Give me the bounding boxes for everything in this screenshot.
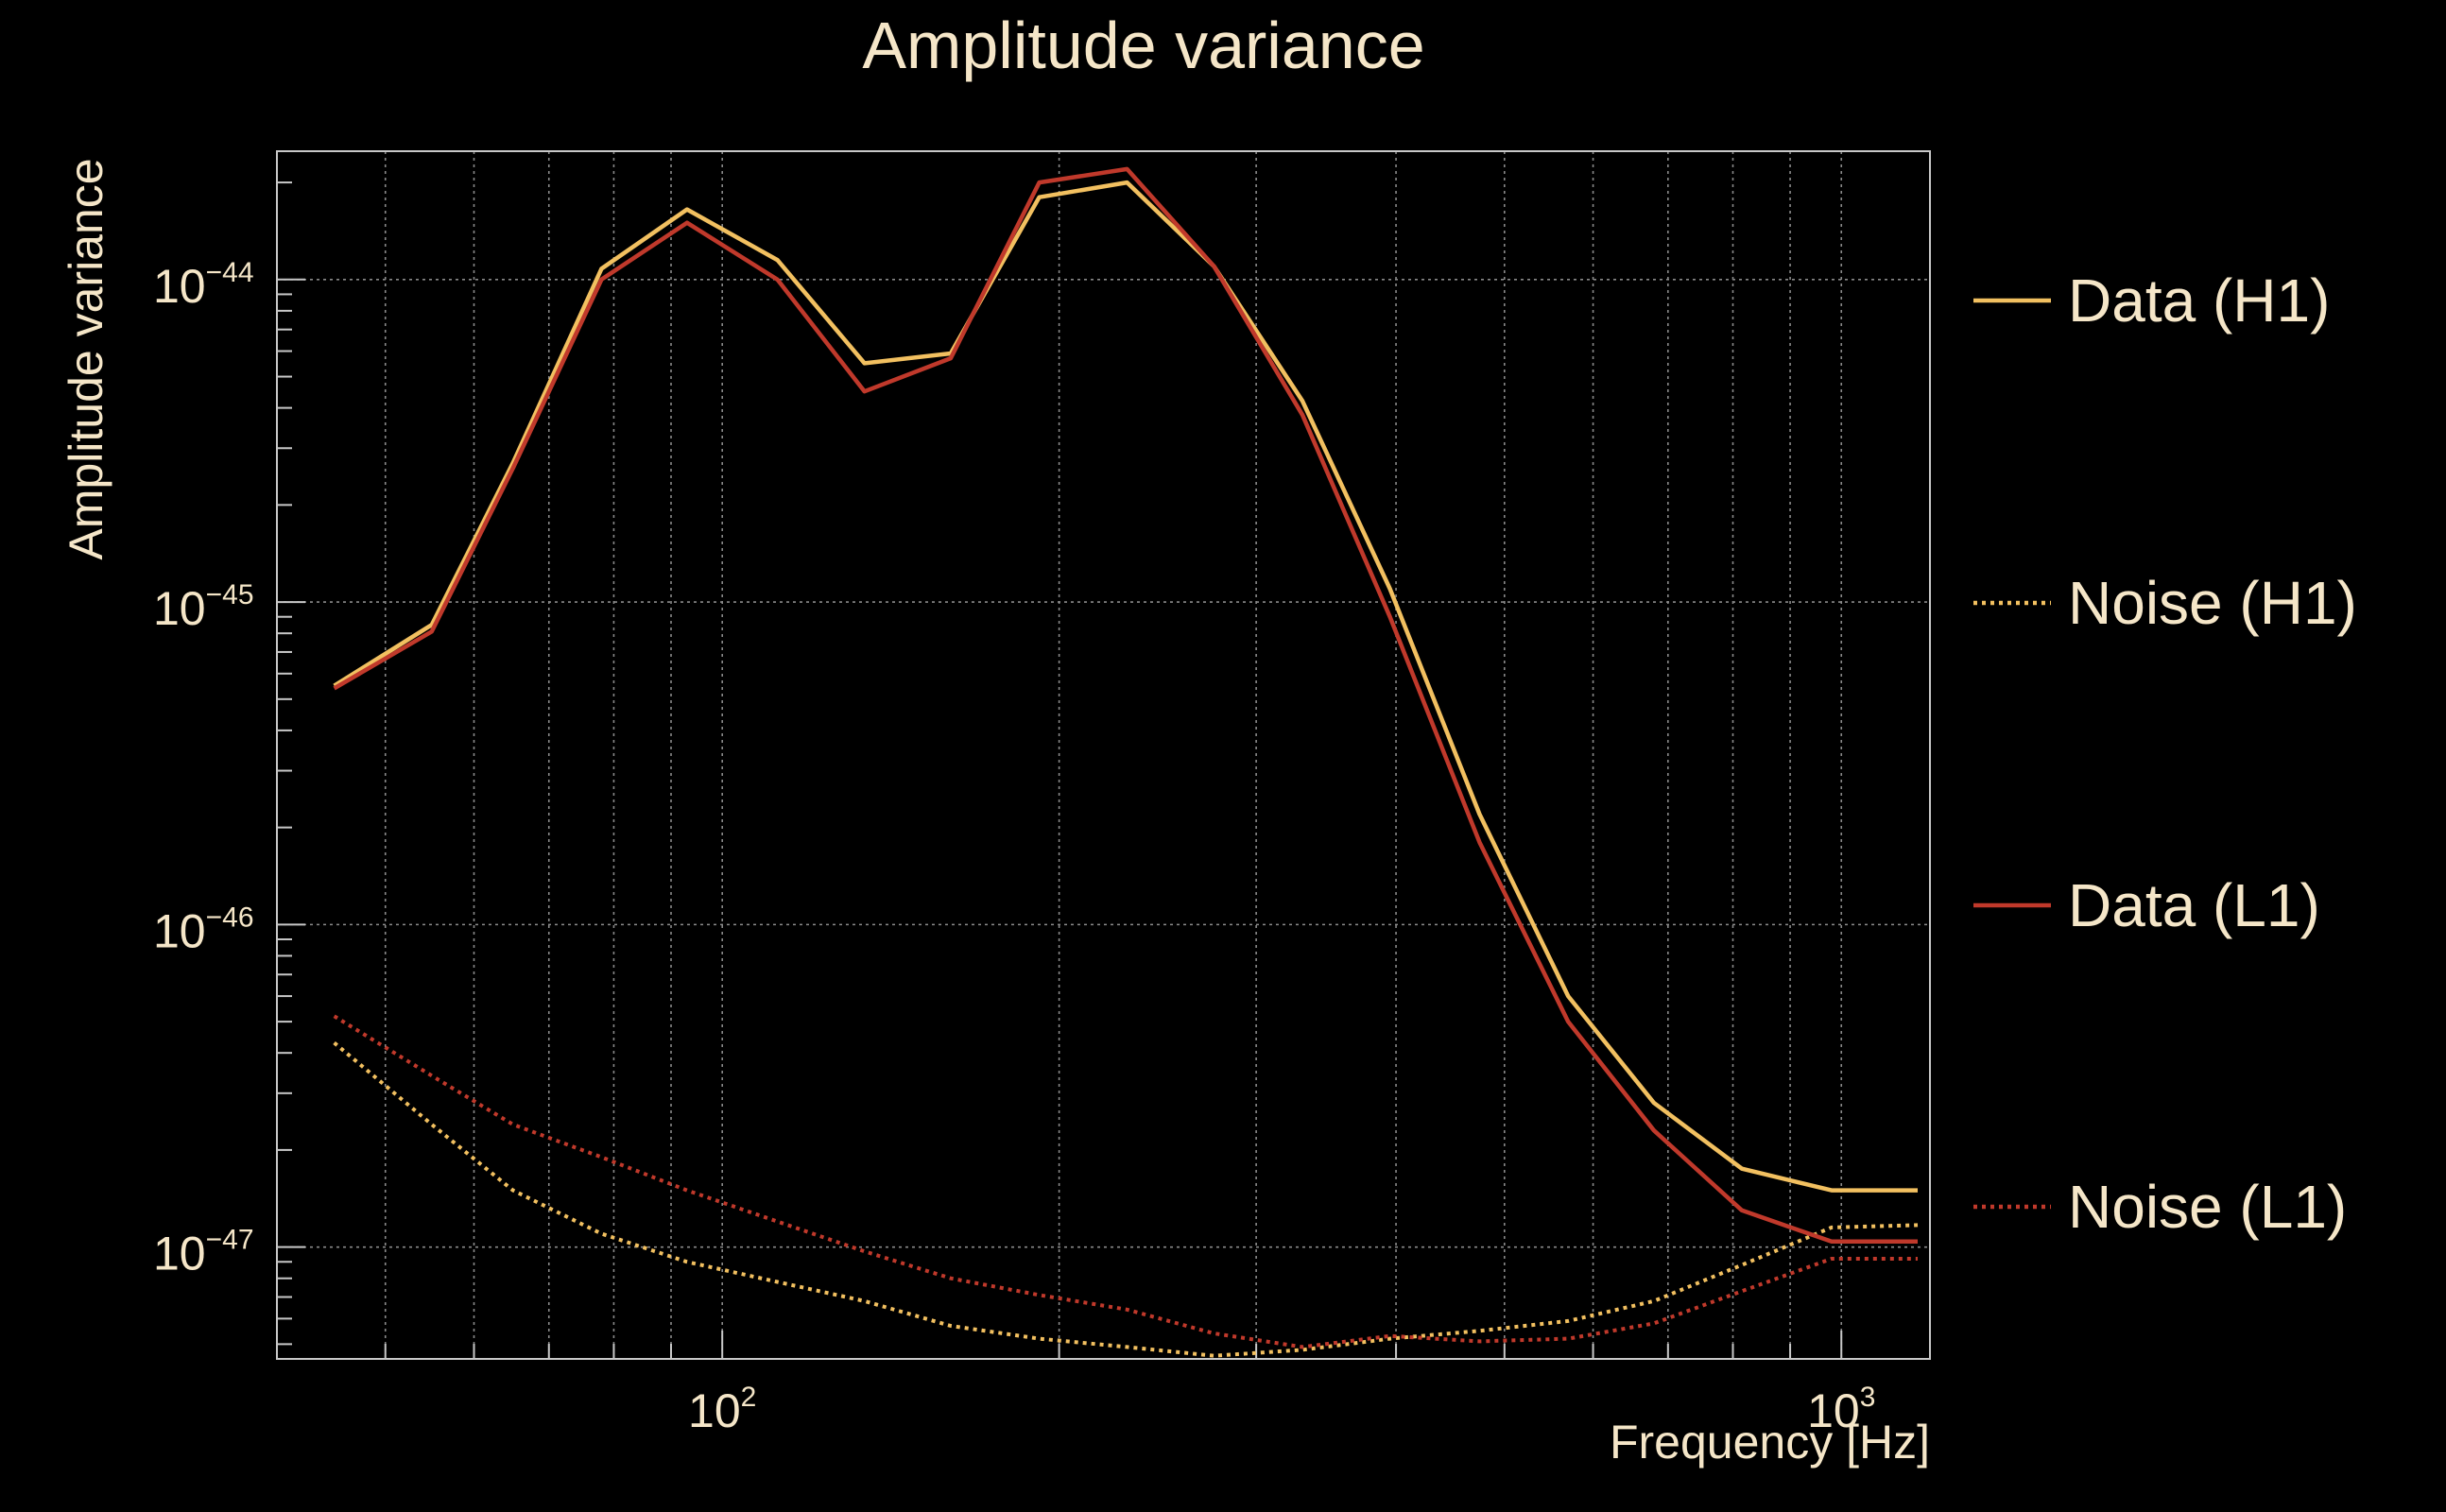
- series-line-data-h1: [333, 180, 1918, 1193]
- series-line-data-l1: [333, 166, 1918, 1245]
- x-tick-label: 102: [688, 1382, 756, 1437]
- legend-item: Data (H1): [1973, 266, 2330, 335]
- legend-label: Noise (H1): [2068, 569, 2357, 637]
- y-tick-label: 10−46: [153, 902, 254, 957]
- legend-item: Noise (L1): [1973, 1173, 2347, 1241]
- tick-labels: 102 103 10−44 10−45 10−46 10−47: [153, 257, 1875, 1437]
- y-tick-label: 10−45: [153, 579, 254, 635]
- plot-frame: [276, 150, 1931, 1360]
- x-tick-label: 103: [1807, 1382, 1875, 1437]
- legend-item: Data (L1): [1973, 871, 2320, 939]
- chart-title: Amplitude variance: [862, 9, 1424, 82]
- legend-label: Data (H1): [2068, 266, 2330, 335]
- data-series: [333, 166, 1919, 1358]
- y-axis-label: Amplitude variance: [60, 158, 112, 559]
- legend-item: Noise (H1): [1973, 569, 2357, 637]
- y-tick-label: 10−47: [153, 1225, 254, 1280]
- grid-lines: [276, 151, 1930, 1359]
- y-tick-label: 10−44: [153, 257, 254, 313]
- legend-label: Noise (L1): [2068, 1173, 2347, 1241]
- series-line-noise-h1: [333, 1040, 1919, 1358]
- legend: Data (H1) Noise (H1) Data (L1) Noise (L1): [1973, 266, 2357, 1241]
- x-axis-label: Frequency [Hz]: [1610, 1416, 1930, 1469]
- legend-label: Data (L1): [2068, 871, 2320, 939]
- series-line-noise-l1: [333, 1014, 1918, 1349]
